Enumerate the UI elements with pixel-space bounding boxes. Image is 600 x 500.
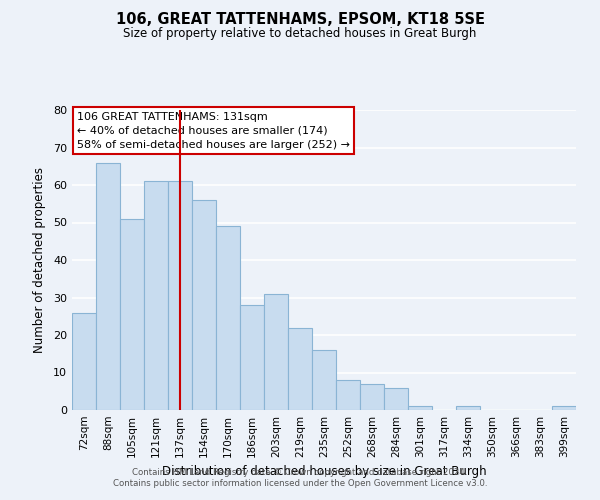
Text: 106, GREAT TATTENHAMS, EPSOM, KT18 5SE: 106, GREAT TATTENHAMS, EPSOM, KT18 5SE	[115, 12, 485, 28]
Bar	[72, 312, 96, 410]
Bar	[384, 388, 408, 410]
Bar	[312, 350, 336, 410]
Bar	[192, 200, 216, 410]
Bar	[552, 406, 576, 410]
Bar	[120, 219, 144, 410]
Bar	[96, 162, 120, 410]
X-axis label: Distribution of detached houses by size in Great Burgh: Distribution of detached houses by size …	[161, 466, 487, 478]
Text: Contains HM Land Registry data © Crown copyright and database right 2024.
Contai: Contains HM Land Registry data © Crown c…	[113, 468, 487, 487]
Bar	[456, 406, 480, 410]
Bar	[168, 181, 192, 410]
Bar	[264, 294, 288, 410]
Y-axis label: Number of detached properties: Number of detached properties	[33, 167, 46, 353]
Bar	[360, 384, 384, 410]
Bar	[408, 406, 432, 410]
Text: 106 GREAT TATTENHAMS: 131sqm
← 40% of detached houses are smaller (174)
58% of s: 106 GREAT TATTENHAMS: 131sqm ← 40% of de…	[77, 112, 350, 150]
Bar	[144, 181, 168, 410]
Bar	[288, 328, 312, 410]
Bar	[216, 226, 240, 410]
Text: Size of property relative to detached houses in Great Burgh: Size of property relative to detached ho…	[124, 28, 476, 40]
Bar	[336, 380, 360, 410]
Bar	[240, 305, 264, 410]
